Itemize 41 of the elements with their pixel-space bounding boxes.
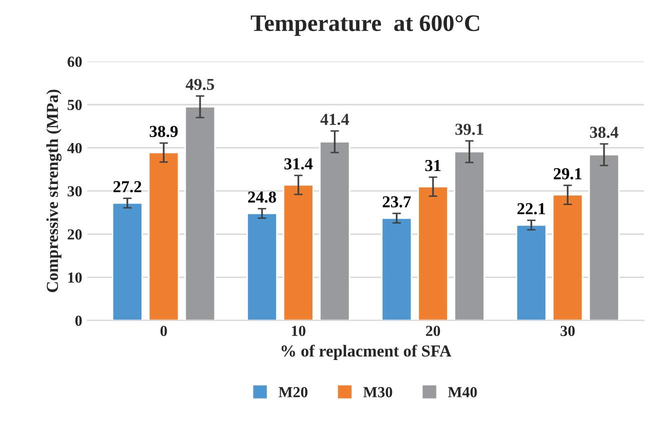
y-tick-label: 30 <box>68 186 82 196</box>
x-tick-label: 30 <box>560 326 575 336</box>
y-axis-title: Compressive strength (MPa) <box>46 90 62 292</box>
bar <box>418 186 449 320</box>
bar <box>246 212 278 320</box>
y-tick-label: 60 <box>68 56 82 67</box>
legend-label: M30 <box>363 387 392 398</box>
chart-title: Temperature at 600°C <box>250 15 480 36</box>
y-tick-label: 0 <box>75 316 82 326</box>
data-label: 29.1 <box>554 168 582 180</box>
data-label: 39.1 <box>455 124 484 135</box>
legend-label: M40 <box>448 387 477 398</box>
data-label: 31 <box>425 160 440 172</box>
x-tick-label: 20 <box>426 326 440 336</box>
bar <box>148 152 180 320</box>
data-label: 49.5 <box>186 78 214 90</box>
data-label: 38.9 <box>150 126 178 138</box>
data-label: 31.4 <box>284 158 313 170</box>
bar <box>588 154 620 320</box>
bar <box>516 224 547 320</box>
y-tick-label: 10 <box>68 272 82 283</box>
y-tick-label: 40 <box>67 142 82 154</box>
bar <box>381 217 412 320</box>
bar <box>282 184 314 320</box>
bar <box>454 150 485 320</box>
x-tick-label: 10 <box>292 326 306 336</box>
data-label: 38.4 <box>590 126 618 138</box>
data-label: 41.4 <box>320 114 349 126</box>
data-label: 22.1 <box>517 203 546 214</box>
data-label: 24.8 <box>248 191 276 203</box>
x-tick-label: 0 <box>160 326 167 336</box>
bar <box>552 194 584 320</box>
data-label: 23.7 <box>382 196 411 208</box>
bar <box>184 106 216 320</box>
legend-label: M20 <box>278 387 308 398</box>
bar <box>112 202 143 320</box>
y-tick-label: 20 <box>68 229 82 240</box>
data-label: 27.2 <box>113 181 142 192</box>
x-axis-title: % of replacment of SFA <box>282 344 452 360</box>
y-tick-label: 50 <box>68 100 82 110</box>
bar <box>319 141 350 320</box>
